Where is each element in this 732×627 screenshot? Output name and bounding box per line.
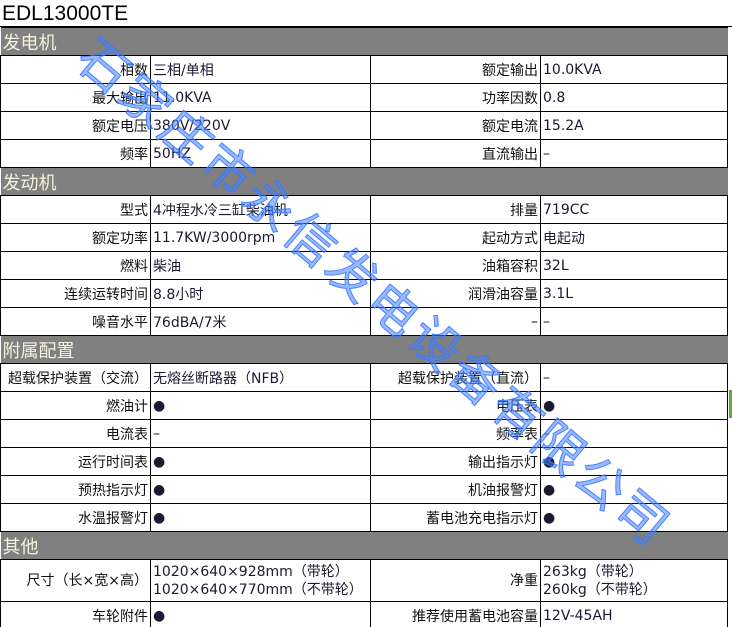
spec-value: 4冲程水冷三缸柴油机 bbox=[150, 195, 371, 224]
spec-value: ● bbox=[540, 391, 728, 420]
spec-value: 3.1L bbox=[540, 279, 728, 308]
spec-value: ● bbox=[150, 391, 371, 420]
table-row: 连续运转时间 8.8小时 润滑油容量 3.1L bbox=[0, 279, 728, 308]
spec-value: ● bbox=[540, 503, 728, 532]
spec-label: 功率因数 bbox=[370, 83, 541, 112]
spec-value: 10.0KVA bbox=[540, 55, 728, 84]
spec-value: – bbox=[540, 307, 728, 336]
spec-label: 额定电流 bbox=[370, 111, 541, 140]
spec-label: 蓄电池充电指示灯 bbox=[370, 503, 541, 532]
spec-value: 719CC bbox=[540, 195, 728, 224]
spec-label: 电流表 bbox=[0, 419, 151, 448]
spec-label: 噪音水平 bbox=[0, 307, 151, 336]
table-row: 最大输出 11.0KVA 功率因数 0.8 bbox=[0, 83, 728, 112]
table-row: 燃料 柴油 油箱容积 32L bbox=[0, 251, 728, 280]
table-row: 电流表 – 频率表 – bbox=[0, 419, 728, 448]
spec-value: ● bbox=[150, 447, 371, 476]
spec-label: 超载保护装置（直流） bbox=[370, 363, 541, 392]
table-row: 超载保护装置（交流） 无熔丝断路器（NFB） 超载保护装置（直流） – bbox=[0, 363, 728, 392]
table-row: 频率 50HZ 直流输出 – bbox=[0, 139, 728, 168]
spec-value: 263kg（带轮） 260kg（不带轮） bbox=[540, 559, 728, 602]
edge-marker bbox=[729, 390, 732, 418]
spec-label: 电压表 bbox=[370, 391, 541, 420]
spec-label: 尺寸（长×宽×高） bbox=[0, 559, 151, 602]
spec-label: 型式 bbox=[0, 195, 151, 224]
spec-label: 推荐使用蓄电池容量 bbox=[370, 601, 541, 627]
spec-label: 油箱容积 bbox=[370, 251, 541, 280]
spec-label: 超载保护装置（交流） bbox=[0, 363, 151, 392]
spec-value: ● bbox=[150, 601, 371, 627]
spec-value: – bbox=[540, 419, 728, 448]
spec-value: 电起动 bbox=[540, 223, 728, 252]
table-row: 额定电压 380V/220V 额定电流 15.2A bbox=[0, 111, 728, 140]
spec-value: – bbox=[540, 363, 728, 392]
spec-label: 最大输出 bbox=[0, 83, 151, 112]
spec-label: 净重 bbox=[370, 559, 541, 602]
spec-value: – bbox=[540, 139, 728, 168]
spec-label: 直流输出 bbox=[370, 139, 541, 168]
spec-label: 额定电压 bbox=[0, 111, 151, 140]
spec-value: 32L bbox=[540, 251, 728, 280]
spec-value: 11.7KW/3000rpm bbox=[150, 223, 371, 252]
spec-value: 1020×640×928mm（带轮） 1020×640×770mm（不带轮） bbox=[150, 559, 371, 602]
spec-label: 燃料 bbox=[0, 251, 151, 280]
table-row: 预热指示灯 ● 机油报警灯 ● bbox=[0, 475, 728, 504]
spec-value: 12V-45AH bbox=[540, 601, 728, 627]
spec-label: 排量 bbox=[370, 195, 541, 224]
spec-value: 76dBA/7米 bbox=[150, 307, 371, 336]
table-row: 运行时间表 ● 输出指示灯 ● bbox=[0, 447, 728, 476]
spec-value: ● bbox=[150, 503, 371, 532]
table-row: 水温报警灯 ● 蓄电池充电指示灯 ● bbox=[0, 503, 728, 532]
spec-value: 15.2A bbox=[540, 111, 728, 140]
spec-value: – bbox=[150, 419, 371, 448]
spec-label: 水温报警灯 bbox=[0, 503, 151, 532]
section-header: 其他 bbox=[0, 531, 728, 560]
spec-label: 机油报警灯 bbox=[370, 475, 541, 504]
spec-value: 三相/单相 bbox=[150, 55, 371, 84]
spec-label: 润滑油容量 bbox=[370, 279, 541, 308]
table-row: 尺寸（长×宽×高） 1020×640×928mm（带轮） 1020×640×770… bbox=[0, 559, 728, 602]
spec-label: 频率 bbox=[0, 139, 151, 168]
section-header: 附属配置 bbox=[0, 335, 728, 364]
spec-value: ● bbox=[150, 475, 371, 504]
spec-label: 连续运转时间 bbox=[0, 279, 151, 308]
spec-value: 50HZ bbox=[150, 139, 371, 168]
spec-value: 380V/220V bbox=[150, 111, 371, 140]
spec-label: 输出指示灯 bbox=[370, 447, 541, 476]
spec-label: 额定输出 bbox=[370, 55, 541, 84]
spec-label: 频率表 bbox=[370, 419, 541, 448]
spec-label: – bbox=[370, 307, 541, 336]
model-title: EDL13000TE bbox=[0, 0, 732, 27]
table-row: 相数 三相/单相 额定输出 10.0KVA bbox=[0, 55, 728, 84]
spec-value: 8.8小时 bbox=[150, 279, 371, 308]
spec-label: 燃油计 bbox=[0, 391, 151, 420]
section-header: 发动机 bbox=[0, 167, 728, 196]
table-row: 噪音水平 76dBA/7米 – – bbox=[0, 307, 728, 336]
spec-label: 运行时间表 bbox=[0, 447, 151, 476]
spec-label: 预热指示灯 bbox=[0, 475, 151, 504]
spec-label: 相数 bbox=[0, 55, 151, 84]
spec-value: 柴油 bbox=[150, 251, 371, 280]
spec-label: 额定功率 bbox=[0, 223, 151, 252]
table-row: 燃油计 ● 电压表 ● bbox=[0, 391, 728, 420]
section-header: 发电机 bbox=[0, 27, 728, 56]
spec-label: 车轮附件 bbox=[0, 601, 151, 627]
spec-value: ● bbox=[540, 475, 728, 504]
table-row: 车轮附件 ● 推荐使用蓄电池容量 12V-45AH bbox=[0, 601, 728, 627]
spec-value: 0.8 bbox=[540, 83, 728, 112]
spec-table: 发电机 相数 三相/单相 额定输出 10.0KVA 最大输出 11.0KVA 功率因数 0.8 额… bbox=[0, 27, 728, 627]
spec-label: 起动方式 bbox=[370, 223, 541, 252]
spec-value: 11.0KVA bbox=[150, 83, 371, 112]
spec-value: ● bbox=[540, 447, 728, 476]
table-row: 额定功率 11.7KW/3000rpm 起动方式 电起动 bbox=[0, 223, 728, 252]
spec-value: 无熔丝断路器（NFB） bbox=[150, 363, 371, 392]
table-row: 型式 4冲程水冷三缸柴油机 排量 719CC bbox=[0, 195, 728, 224]
